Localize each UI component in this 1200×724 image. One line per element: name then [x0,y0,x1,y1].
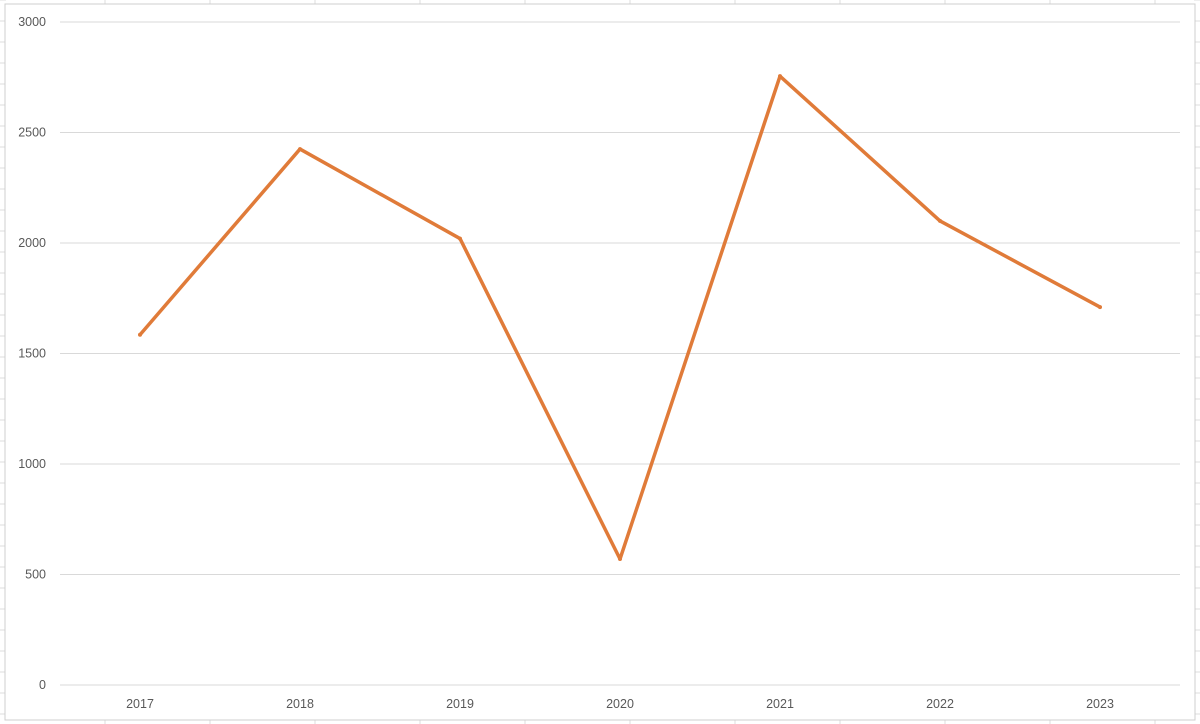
y-gridlines [60,21,1180,686]
y-axis-ticks: 0 500 1000 1500 2000 2500 3000 [18,15,46,692]
data-point[interactable] [138,332,142,337]
data-point[interactable] [1098,305,1102,310]
x-tick-label: 2021 [766,697,794,711]
y-tick-label: 0 [39,678,46,692]
y-tick-label: 500 [25,568,46,582]
chart-area[interactable] [4,3,1196,721]
x-tick-label: 2017 [126,697,154,711]
series-layer [138,74,1102,562]
y-tick-label: 2500 [18,126,46,140]
y-tick-label: 2000 [18,236,46,250]
data-point[interactable] [778,74,782,79]
data-point[interactable] [618,557,622,562]
x-tick-label: 2018 [286,697,314,711]
data-point[interactable] [298,147,302,152]
x-tick-label: 2023 [1086,697,1114,711]
y-tick-label: 3000 [18,15,46,29]
y-tick-label: 1500 [18,347,46,361]
x-tick-label: 2020 [606,697,634,711]
data-point[interactable] [458,236,462,241]
y-tick-label: 1000 [18,457,46,471]
x-tick-label: 2022 [926,697,954,711]
x-axis-ticks: 2017 2018 2019 2020 2021 2022 2023 [126,697,1114,711]
data-point[interactable] [938,218,942,223]
x-tick-label: 2019 [446,697,474,711]
